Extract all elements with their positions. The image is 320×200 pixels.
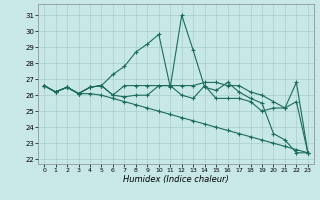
X-axis label: Humidex (Indice chaleur): Humidex (Indice chaleur)	[123, 175, 229, 184]
